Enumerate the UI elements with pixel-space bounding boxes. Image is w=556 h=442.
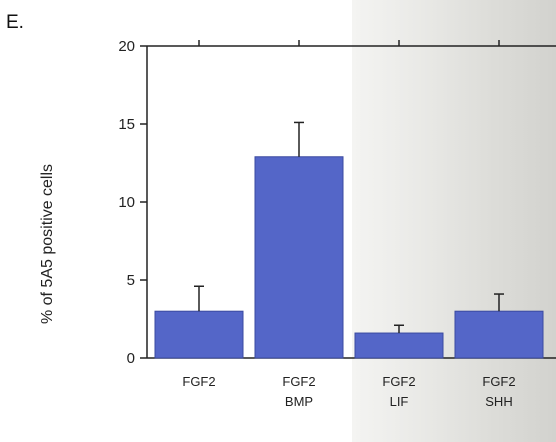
x-tick-label: FGF2 bbox=[382, 374, 415, 389]
bar bbox=[454, 310, 544, 359]
y-axis-title: % of 5A5 positive cells bbox=[39, 164, 56, 324]
bar bbox=[354, 332, 444, 359]
y-tick-label: 15 bbox=[118, 116, 135, 133]
x-tick-label: SHH bbox=[485, 394, 512, 409]
x-tick-label: BMP bbox=[285, 394, 313, 409]
y-tick-label: 20 bbox=[118, 38, 135, 55]
y-tick-label: 5 bbox=[127, 272, 135, 289]
x-tick-label: FGF2 bbox=[182, 374, 215, 389]
y-tick-label: 10 bbox=[118, 194, 135, 211]
bar bbox=[154, 310, 244, 359]
panel-label: E. bbox=[6, 12, 24, 33]
y-tick-label: 0 bbox=[127, 350, 135, 367]
x-tick-label: LIF bbox=[390, 394, 409, 409]
x-tick-label: FGF2 bbox=[282, 374, 315, 389]
x-tick-label: FGF2 bbox=[482, 374, 515, 389]
scanned-page-background bbox=[352, 0, 556, 442]
axis-labels: 0 5 10 15 20 % of 5A5 positive cells FGF2 FGF2 B… bbox=[39, 38, 516, 409]
bars bbox=[154, 121, 544, 359]
bar bbox=[254, 156, 344, 359]
chart-frame bbox=[140, 40, 556, 359]
